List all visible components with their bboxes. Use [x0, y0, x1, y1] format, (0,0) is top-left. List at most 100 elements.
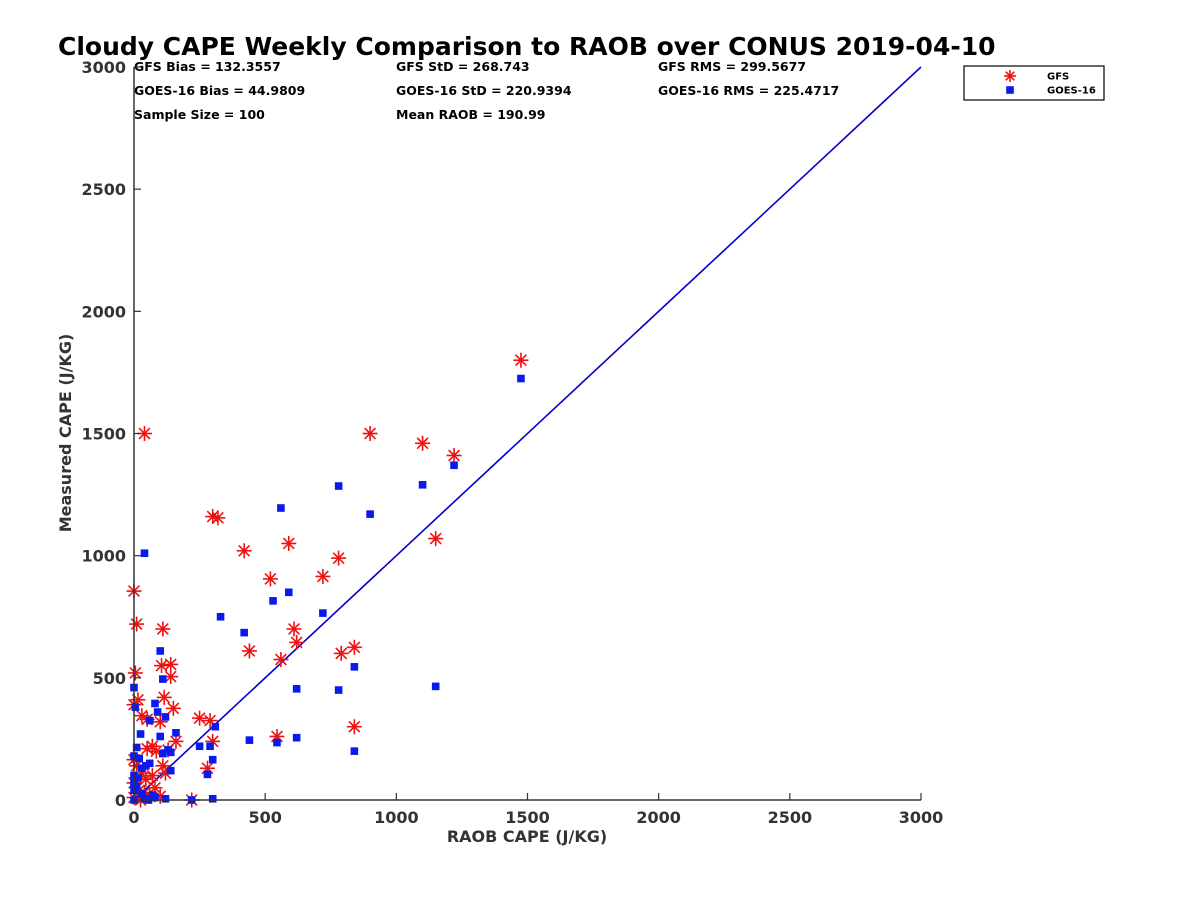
goes16-point	[292, 733, 301, 742]
gfs-point	[289, 634, 305, 650]
goes16-point	[350, 663, 359, 671]
x-tick-label: 1000	[374, 808, 419, 827]
goes16-point	[366, 510, 374, 518]
gfs-point	[331, 550, 347, 566]
stat-annotation: GOES-16 StD = 220.9394	[396, 83, 572, 98]
legend-label: GFS	[1047, 72, 1069, 83]
gfs-point	[148, 743, 164, 759]
goes16-point	[269, 597, 277, 605]
legend-box	[963, 65, 1105, 101]
goes16-point	[172, 729, 180, 737]
legend: GFS GOES-16	[963, 65, 1105, 101]
goes16-point	[159, 675, 167, 683]
gfs-point	[241, 643, 257, 659]
stats-annotations: GFS Bias = 132.3557 GFS StD = 268.743 GFS …	[134, 59, 839, 122]
gfs-point	[428, 531, 444, 547]
stat-annotation: Sample Size = 100	[134, 107, 265, 122]
goes16-point	[142, 761, 150, 770]
goes16-point	[136, 730, 145, 738]
goes16-point	[334, 686, 343, 694]
y-tick-label: 2500	[81, 180, 126, 199]
gfs-point	[333, 645, 349, 661]
goes16-point	[277, 504, 285, 512]
gfs-point	[139, 741, 155, 757]
goes16-point	[151, 699, 159, 708]
gfs-point	[346, 639, 362, 655]
goes16-point	[135, 754, 144, 763]
goes16-point	[153, 708, 162, 716]
gfs-point	[210, 510, 226, 526]
goes16-point	[159, 749, 167, 758]
goes16-point	[156, 647, 165, 655]
goes16-point	[273, 738, 281, 747]
y-tick-label: 1000	[81, 547, 126, 566]
gfs-point	[155, 621, 171, 637]
goes16-point	[156, 732, 165, 741]
gfs-point	[236, 543, 252, 559]
gfs-point	[362, 426, 378, 441]
goes16-point	[161, 713, 170, 721]
y-tick-label: 3000	[81, 58, 126, 77]
gfs-point	[513, 352, 529, 368]
goes16-point	[284, 588, 293, 597]
goes16-point	[319, 609, 327, 617]
goes16-point	[145, 716, 154, 725]
x-tick-label: 3000	[899, 808, 944, 827]
stat-annotation: GOES-16 RMS = 225.4717	[658, 83, 839, 98]
goes16-point	[166, 748, 175, 757]
gfs-point	[156, 689, 172, 705]
legend-goes16-marker	[1006, 86, 1014, 94]
goes16-point	[292, 685, 301, 693]
goes16-point	[245, 736, 254, 744]
legend-gfs-marker	[1004, 70, 1016, 82]
gfs-point	[129, 616, 145, 632]
goes16-point	[138, 790, 146, 798]
y-tick-label: 2000	[81, 302, 126, 321]
gfs-point	[315, 568, 331, 584]
goes16-point	[138, 764, 146, 773]
goes16-point	[208, 794, 217, 803]
stat-annotation: GFS Bias = 132.3557	[134, 59, 281, 74]
y-axis-label: Measured CAPE (J/KG)	[56, 334, 75, 533]
goes16-point	[134, 774, 142, 782]
goes16-point	[195, 742, 204, 751]
x-tick-label: 1500	[505, 808, 550, 827]
gfs-point	[346, 719, 362, 735]
x-tick-label: 0	[128, 808, 139, 827]
goes16-point	[151, 793, 159, 802]
x-axis-ticks: 0 500 1000 1500 2000 2500 3000	[128, 793, 943, 827]
goes16-point	[132, 743, 141, 752]
goes16-point	[450, 461, 458, 470]
scatter-points	[126, 352, 529, 808]
goes16-point	[203, 770, 212, 779]
gfs-point	[155, 758, 171, 774]
goes16-point	[140, 549, 149, 558]
x-axis-label: RAOB CAPE (J/KG)	[447, 827, 607, 846]
goes16-point	[211, 722, 220, 731]
gfs-point	[165, 700, 181, 716]
y-tick-label: 1500	[81, 425, 126, 444]
gfs-point	[192, 710, 208, 726]
goes16-point	[240, 628, 248, 637]
y-tick-label: 0	[115, 791, 126, 810]
legend-label: GOES-16	[1047, 86, 1096, 97]
x-tick-label: 2500	[768, 808, 813, 827]
gfs-point	[446, 447, 462, 463]
goes16-point	[334, 482, 343, 490]
goes16-point	[131, 703, 140, 711]
gfs-point	[286, 621, 302, 637]
goes16-point	[208, 755, 217, 764]
goes16-point	[140, 794, 149, 803]
stat-annotation: GFS RMS = 299.5677	[658, 59, 806, 74]
x-tick-label: 2000	[636, 808, 681, 827]
gfs-point	[281, 535, 297, 551]
goes16-point	[216, 612, 225, 621]
one-to-one-reference-line	[133, 66, 922, 801]
goes16-point	[350, 747, 359, 755]
y-tick-label: 500	[93, 669, 126, 688]
stat-annotation: GFS StD = 268.743	[396, 59, 530, 74]
x-tick-label: 500	[248, 808, 281, 827]
gfs-point	[154, 658, 170, 674]
